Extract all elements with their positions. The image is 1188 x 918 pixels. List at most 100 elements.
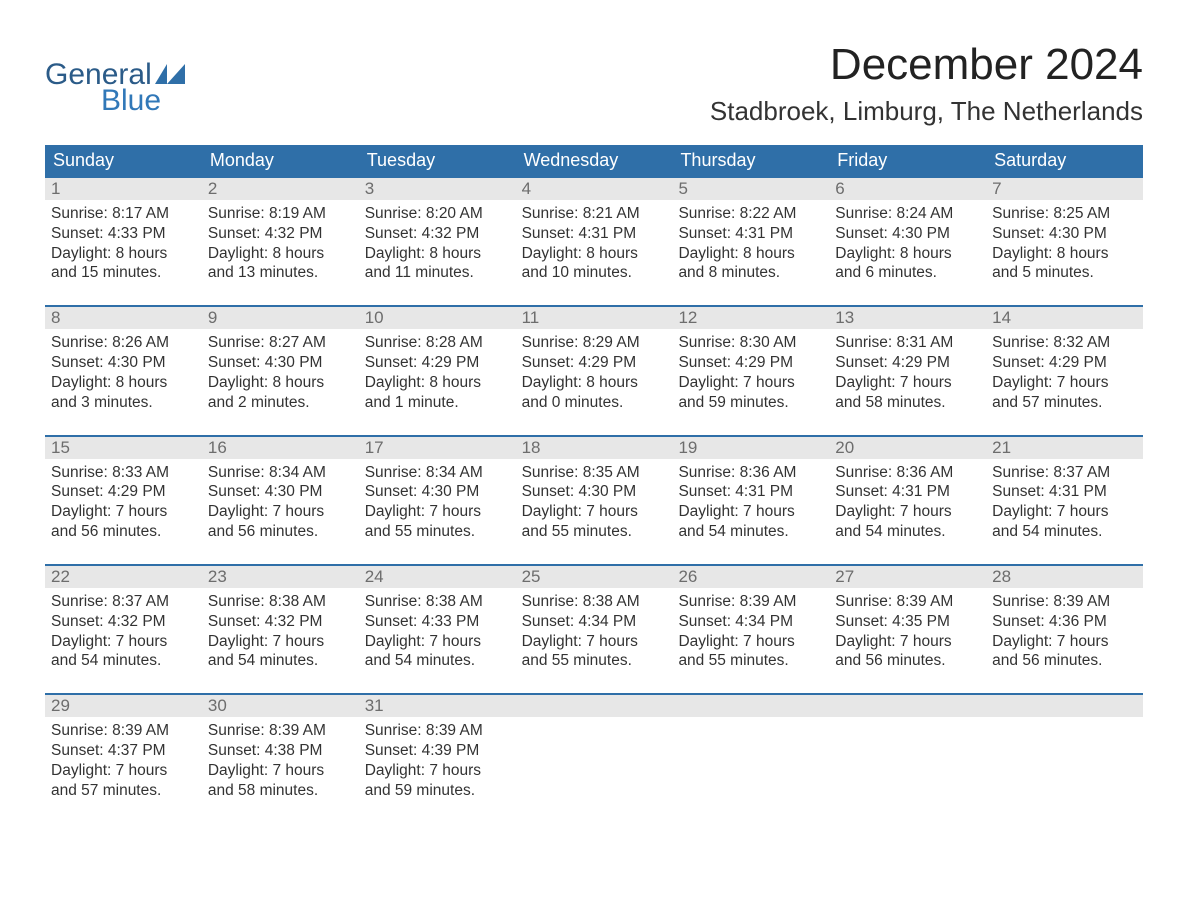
day-sunset-line: Sunset: 4:36 PM (992, 612, 1137, 632)
day-body: Sunrise: 8:26 AMSunset: 4:30 PMDaylight:… (45, 329, 202, 418)
day-number: 3 (359, 178, 516, 200)
day-d2-line: and 59 minutes. (678, 393, 823, 413)
day-number: 29 (45, 695, 202, 717)
calendar-day: 8Sunrise: 8:26 AMSunset: 4:30 PMDaylight… (45, 307, 202, 418)
week-row: 29Sunrise: 8:39 AMSunset: 4:37 PMDayligh… (45, 693, 1143, 806)
day-body: Sunrise: 8:33 AMSunset: 4:29 PMDaylight:… (45, 459, 202, 548)
location-subtitle: Stadbroek, Limburg, The Netherlands (710, 96, 1143, 127)
day-d1-line: Daylight: 7 hours (365, 502, 510, 522)
dow-tuesday: Tuesday (359, 145, 516, 176)
day-number: 13 (829, 307, 986, 329)
calendar-day: 4Sunrise: 8:21 AMSunset: 4:31 PMDaylight… (516, 178, 673, 289)
day-body: Sunrise: 8:31 AMSunset: 4:29 PMDaylight:… (829, 329, 986, 418)
day-sunrise-line: Sunrise: 8:17 AM (51, 204, 196, 224)
day-sunset-line: Sunset: 4:29 PM (51, 482, 196, 502)
day-sunset-line: Sunset: 4:37 PM (51, 741, 196, 761)
day-sunrise-line: Sunrise: 8:39 AM (51, 721, 196, 741)
day-sunrise-line: Sunrise: 8:39 AM (365, 721, 510, 741)
day-number: 18 (516, 437, 673, 459)
day-number: 2 (202, 178, 359, 200)
calendar: SundayMondayTuesdayWednesdayThursdayFrid… (45, 145, 1143, 807)
day-sunset-line: Sunset: 4:30 PM (522, 482, 667, 502)
calendar-day: 3Sunrise: 8:20 AMSunset: 4:32 PMDaylight… (359, 178, 516, 289)
day-d1-line: Daylight: 8 hours (208, 244, 353, 264)
day-sunrise-line: Sunrise: 8:26 AM (51, 333, 196, 353)
day-sunrise-line: Sunrise: 8:37 AM (51, 592, 196, 612)
day-sunrise-line: Sunrise: 8:32 AM (992, 333, 1137, 353)
day-sunset-line: Sunset: 4:30 PM (208, 482, 353, 502)
day-sunrise-line: Sunrise: 8:25 AM (992, 204, 1137, 224)
day-number: 31 (359, 695, 516, 717)
day-body: Sunrise: 8:38 AMSunset: 4:34 PMDaylight:… (516, 588, 673, 677)
day-sunset-line: Sunset: 4:35 PM (835, 612, 980, 632)
day-number: 8 (45, 307, 202, 329)
calendar-day (516, 695, 673, 806)
day-d2-line: and 59 minutes. (365, 781, 510, 801)
calendar-day: 27Sunrise: 8:39 AMSunset: 4:35 PMDayligh… (829, 566, 986, 677)
day-sunrise-line: Sunrise: 8:29 AM (522, 333, 667, 353)
day-d2-line: and 15 minutes. (51, 263, 196, 283)
calendar-day: 24Sunrise: 8:38 AMSunset: 4:33 PMDayligh… (359, 566, 516, 677)
day-d1-line: Daylight: 7 hours (678, 373, 823, 393)
day-d2-line: and 55 minutes. (522, 522, 667, 542)
day-number: 6 (829, 178, 986, 200)
day-sunset-line: Sunset: 4:29 PM (835, 353, 980, 373)
day-sunset-line: Sunset: 4:32 PM (365, 224, 510, 244)
day-number: 16 (202, 437, 359, 459)
calendar-day: 31Sunrise: 8:39 AMSunset: 4:39 PMDayligh… (359, 695, 516, 806)
day-sunset-line: Sunset: 4:30 PM (365, 482, 510, 502)
calendar-day (672, 695, 829, 806)
title-block: December 2024 Stadbroek, Limburg, The Ne… (710, 40, 1143, 127)
calendar-day: 11Sunrise: 8:29 AMSunset: 4:29 PMDayligh… (516, 307, 673, 418)
day-number (672, 695, 829, 717)
day-body: Sunrise: 8:17 AMSunset: 4:33 PMDaylight:… (45, 200, 202, 289)
day-body: Sunrise: 8:36 AMSunset: 4:31 PMDaylight:… (672, 459, 829, 548)
calendar-day: 1Sunrise: 8:17 AMSunset: 4:33 PMDaylight… (45, 178, 202, 289)
day-body: Sunrise: 8:28 AMSunset: 4:29 PMDaylight:… (359, 329, 516, 418)
day-number: 24 (359, 566, 516, 588)
day-sunset-line: Sunset: 4:31 PM (522, 224, 667, 244)
day-number: 4 (516, 178, 673, 200)
day-d1-line: Daylight: 8 hours (365, 373, 510, 393)
day-number: 21 (986, 437, 1143, 459)
day-sunrise-line: Sunrise: 8:19 AM (208, 204, 353, 224)
day-number (516, 695, 673, 717)
day-sunrise-line: Sunrise: 8:39 AM (678, 592, 823, 612)
day-d2-line: and 0 minutes. (522, 393, 667, 413)
calendar-day: 17 Sunrise: 8:34 AMSunset: 4:30 PMDayligh… (359, 437, 516, 548)
day-d1-line: Daylight: 7 hours (208, 632, 353, 652)
day-sunrise-line: Sunrise: 8:34 AM (365, 463, 510, 483)
day-number: 28 (986, 566, 1143, 588)
day-sunrise-line: Sunrise: 8:24 AM (835, 204, 980, 224)
day-body: Sunrise: 8:34 AMSunset: 4:30 PMDaylight:… (202, 459, 359, 548)
day-body: Sunrise: 8:39 AMSunset: 4:39 PMDaylight:… (359, 717, 516, 806)
day-d1-line: Daylight: 7 hours (835, 373, 980, 393)
day-sunset-line: Sunset: 4:30 PM (992, 224, 1137, 244)
day-sunset-line: Sunset: 4:31 PM (992, 482, 1137, 502)
day-d1-line: Daylight: 7 hours (208, 761, 353, 781)
day-number: 17 (359, 437, 516, 459)
day-body: Sunrise: 8:39 AMSunset: 4:38 PMDaylight:… (202, 717, 359, 806)
day-d2-line: and 55 minutes. (522, 651, 667, 671)
calendar-day: 6Sunrise: 8:24 AMSunset: 4:30 PMDaylight… (829, 178, 986, 289)
day-sunset-line: Sunset: 4:31 PM (678, 224, 823, 244)
day-sunset-line: Sunset: 4:34 PM (522, 612, 667, 632)
dow-thursday: Thursday (672, 145, 829, 176)
day-d1-line: Daylight: 7 hours (992, 502, 1137, 522)
day-number: 7 (986, 178, 1143, 200)
dow-saturday: Saturday (986, 145, 1143, 176)
day-sunset-line: Sunset: 4:29 PM (992, 353, 1137, 373)
day-body: Sunrise: 8:32 AMSunset: 4:29 PMDaylight:… (986, 329, 1143, 418)
day-d1-line: Daylight: 8 hours (522, 373, 667, 393)
day-body: Sunrise: 8:39 AMSunset: 4:37 PMDaylight:… (45, 717, 202, 806)
day-d2-line: and 3 minutes. (51, 393, 196, 413)
calendar-day: 20Sunrise: 8:36 AMSunset: 4:31 PMDayligh… (829, 437, 986, 548)
day-d1-line: Daylight: 7 hours (835, 632, 980, 652)
day-d2-line: and 54 minutes. (678, 522, 823, 542)
day-sunrise-line: Sunrise: 8:30 AM (678, 333, 823, 353)
day-sunrise-line: Sunrise: 8:36 AM (678, 463, 823, 483)
calendar-day: 9Sunrise: 8:27 AMSunset: 4:30 PMDaylight… (202, 307, 359, 418)
day-number: 19 (672, 437, 829, 459)
day-sunrise-line: Sunrise: 8:39 AM (208, 721, 353, 741)
day-number (829, 695, 986, 717)
